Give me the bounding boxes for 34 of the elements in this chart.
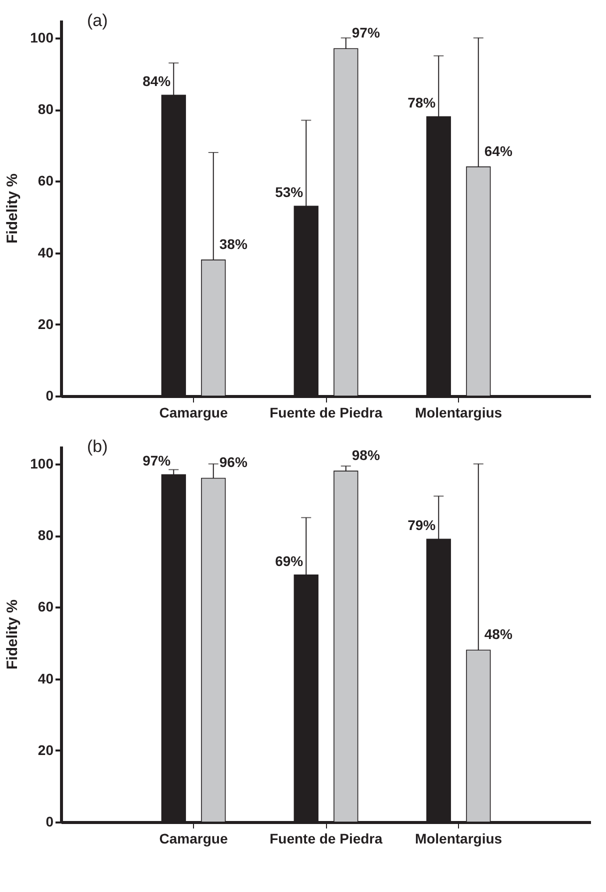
data-label: 84% bbox=[142, 73, 172, 90]
chart-title: (b) bbox=[87, 437, 108, 456]
data-label: 53% bbox=[275, 184, 304, 200]
y-tick-label: 60 bbox=[38, 598, 54, 615]
data-label: 64% bbox=[484, 142, 513, 159]
data-label: 78% bbox=[408, 94, 436, 111]
y-tick-label: 40 bbox=[38, 670, 54, 686]
y-axis-title: Fidelity % bbox=[4, 599, 22, 670]
y-tick-label: 0 bbox=[46, 814, 54, 830]
data-label: 38% bbox=[219, 236, 248, 252]
x-tick-label: Molentargius bbox=[414, 830, 502, 846]
y-tick-label: 100 bbox=[30, 455, 54, 472]
data-label: 48% bbox=[484, 626, 513, 642]
x-tick-label: Camargue bbox=[159, 404, 228, 420]
y-tick-label: 80 bbox=[38, 527, 54, 544]
data-label: 98% bbox=[352, 447, 380, 464]
data-label: 69% bbox=[275, 552, 304, 569]
data-label: 79% bbox=[408, 517, 436, 534]
x-tick-label: Molentargius bbox=[414, 404, 502, 420]
y-tick-label: 60 bbox=[38, 172, 54, 189]
chart-title: (a) bbox=[87, 11, 108, 30]
x-tick-label: Fuente de Piedra bbox=[270, 404, 383, 420]
y-tick-label: 20 bbox=[38, 742, 54, 758]
x-tick-label: Camargue bbox=[159, 830, 228, 846]
y-tick-label: 40 bbox=[38, 244, 54, 260]
y-tick-label: 80 bbox=[38, 101, 54, 118]
data-label: 97% bbox=[142, 452, 172, 469]
y-tick-label: 0 bbox=[46, 388, 54, 404]
y-axis-title: Fidelity % bbox=[4, 173, 22, 244]
y-tick-label: 20 bbox=[38, 316, 54, 332]
x-tick-label: Fuente de Piedra bbox=[270, 830, 383, 846]
y-tick-label: 100 bbox=[30, 29, 54, 46]
data-label: 97% bbox=[352, 24, 380, 41]
data-label: 96% bbox=[219, 454, 248, 470]
